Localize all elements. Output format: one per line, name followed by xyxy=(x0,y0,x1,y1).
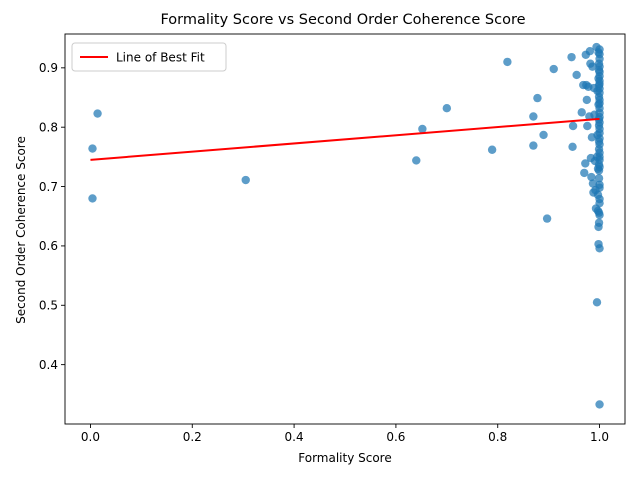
scatter-point xyxy=(581,159,590,168)
scatter-point xyxy=(580,168,589,178)
scatter-point xyxy=(88,144,97,153)
y-tick-label: 0.9 xyxy=(39,61,58,75)
scatter-points xyxy=(88,42,604,409)
scatter-point xyxy=(595,198,604,208)
scatter-point xyxy=(568,142,577,151)
x-tick-label: 0.6 xyxy=(386,430,405,444)
x-tick-label: 1.0 xyxy=(590,430,609,444)
y-tick-label: 0.6 xyxy=(39,239,58,253)
scatter-point xyxy=(487,145,497,154)
best-fit-line xyxy=(90,117,600,161)
scatter-point xyxy=(595,244,604,253)
scatter-point xyxy=(595,118,604,127)
legend-label-best-fit: Line of Best Fit xyxy=(116,51,205,65)
legend: Line of Best Fit xyxy=(71,42,227,72)
y-tick-label: 0.7 xyxy=(39,180,58,194)
scatter-point xyxy=(412,156,421,165)
scatter-point xyxy=(594,174,604,183)
scatter-point xyxy=(442,104,452,113)
scatter-point xyxy=(542,214,552,223)
x-axis: 0.0 0.2 0.4 0.6 0.8 1.0 xyxy=(81,424,609,444)
scatter-point xyxy=(588,62,597,71)
y-axis: 0.4 0.5 0.6 0.7 0.8 0.9 xyxy=(39,61,65,372)
x-tick-label: 0.0 xyxy=(81,430,100,444)
x-tick-label: 0.8 xyxy=(488,430,507,444)
scatter-point xyxy=(588,179,598,188)
scatter-point xyxy=(549,64,558,74)
scatter-point xyxy=(594,218,604,227)
best-fit-layer xyxy=(90,117,600,161)
plot-frame xyxy=(64,33,626,425)
scatter-point xyxy=(418,124,427,134)
scatter-point xyxy=(529,141,538,150)
chart-title: Formality Score vs Second Order Coherenc… xyxy=(160,12,525,28)
scatter-point xyxy=(503,57,512,67)
scatter-point xyxy=(595,183,604,192)
scatter-point xyxy=(88,194,97,203)
scatter-point xyxy=(582,95,592,105)
y-axis-label: Second Order Coherence Score xyxy=(14,136,28,324)
scatter-point xyxy=(241,175,250,185)
y-tick-label: 0.5 xyxy=(39,299,58,313)
scatter-point xyxy=(595,134,604,143)
scatter-point xyxy=(595,210,604,220)
x-axis-label: Formality Score xyxy=(298,451,391,465)
x-tick-label: 0.2 xyxy=(183,430,202,444)
scatter-point xyxy=(533,93,542,103)
scatter-point xyxy=(592,298,602,307)
y-tick-label: 0.8 xyxy=(39,120,58,134)
x-tick-label: 0.4 xyxy=(285,430,304,444)
scatter-point xyxy=(529,112,538,121)
legend-box xyxy=(71,42,227,72)
scatter-point xyxy=(567,52,576,62)
scatter-point xyxy=(93,109,102,118)
scatter-point xyxy=(577,108,586,117)
scatter-point xyxy=(572,70,581,80)
scatter-point xyxy=(595,88,604,97)
scatter-point xyxy=(595,140,604,149)
scatter-point xyxy=(595,54,604,64)
scatter-point xyxy=(583,121,592,131)
y-tick-label: 0.4 xyxy=(39,358,58,372)
scatter-point xyxy=(539,130,548,140)
scatter-point xyxy=(595,162,604,172)
scatter-point xyxy=(585,47,595,56)
scatter-point xyxy=(568,121,578,131)
scatter-point xyxy=(587,172,596,182)
scatter-point xyxy=(595,155,604,165)
scatter-point xyxy=(595,400,604,409)
